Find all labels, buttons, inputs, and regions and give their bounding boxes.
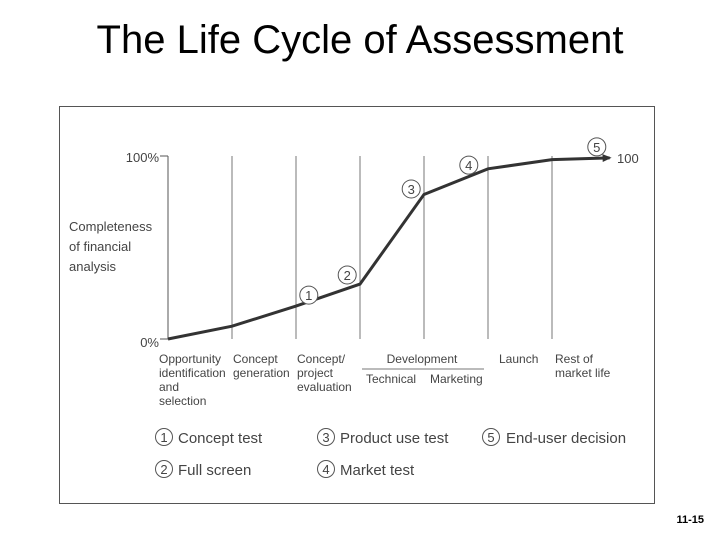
curve-marker-circle xyxy=(337,265,357,285)
legend-number: 4 xyxy=(322,462,329,477)
curve-marker-circle xyxy=(459,155,479,175)
curve-marker-number: 2 xyxy=(344,268,351,283)
curve-marker-4: 4 xyxy=(459,155,479,175)
legend-number: 2 xyxy=(160,462,167,477)
curve-marker-circle xyxy=(299,285,319,305)
legend-label: End-user decision xyxy=(506,430,626,447)
stage-label-launch: Launch xyxy=(499,352,538,366)
curve-marker-2: 2 xyxy=(337,265,357,285)
figure-frame: 100% 0% Completeness of financial analys… xyxy=(59,106,655,504)
legend-item-market-test: 4 Market test xyxy=(317,460,415,479)
slide-number: 11-15 xyxy=(676,514,704,526)
stage-label-opportunity: Opportunity identification and selection xyxy=(159,352,229,408)
legend-item-product-use-test: 3 Product use test xyxy=(317,428,449,447)
legend-label: Concept test xyxy=(178,430,263,447)
curve-marker-5: 5 xyxy=(587,137,607,157)
curve-marker-number: 1 xyxy=(305,288,312,303)
life-cycle-diagram: 100% 0% Completeness of financial analys… xyxy=(69,137,639,479)
y-axis-top-label: 100% xyxy=(126,150,160,165)
curve-marker-number: 3 xyxy=(408,182,415,197)
stage-label-concept-generation: Concept generation xyxy=(233,352,290,380)
legend-number: 5 xyxy=(487,430,494,445)
legend-label: Full screen xyxy=(178,462,251,479)
stage-label-concept-evaluation: Concept/ project evaluation xyxy=(297,352,352,394)
legend-item-full-screen: 2 Full screen xyxy=(155,460,251,479)
legend-label: Market test xyxy=(340,462,415,479)
completeness-curve xyxy=(167,154,612,341)
y-axis-label-line: Completeness xyxy=(69,219,153,234)
legend-number: 1 xyxy=(160,430,167,445)
y-axis-label-line: analysis xyxy=(69,259,116,274)
y-axis-bottom-label: 0% xyxy=(140,335,159,350)
y-axis-label-line: of financial xyxy=(69,239,131,254)
curve-marker-circle xyxy=(587,137,607,157)
legend-number: 3 xyxy=(322,430,329,445)
curve-marker-1: 1 xyxy=(299,285,319,305)
legend-label: Product use test xyxy=(340,430,449,447)
curve-marker-3: 3 xyxy=(401,179,421,199)
curve-marker-number: 4 xyxy=(465,158,472,173)
curve-markers: 1 2 3 4 5 xyxy=(299,137,607,305)
legend-item-end-user-decision: 5 End-user decision xyxy=(482,428,626,447)
legend-item-concept-test: 1 Concept test xyxy=(155,428,263,447)
legend: 1 Concept test 2 Full screen 3 Product u… xyxy=(155,428,626,479)
stage-label-rest-of-market-life: Rest of market life xyxy=(555,352,611,380)
stage-label-technical: Technical xyxy=(366,372,416,386)
curve-marker-number: 5 xyxy=(593,140,600,155)
slide-title: The Life Cycle of Assessment xyxy=(96,18,624,62)
stage-label-marketing: Marketing xyxy=(430,372,483,386)
curve-marker-circle xyxy=(401,179,421,199)
stage-label-development: Development xyxy=(387,352,458,366)
curve-end-value: 100 xyxy=(617,151,639,166)
